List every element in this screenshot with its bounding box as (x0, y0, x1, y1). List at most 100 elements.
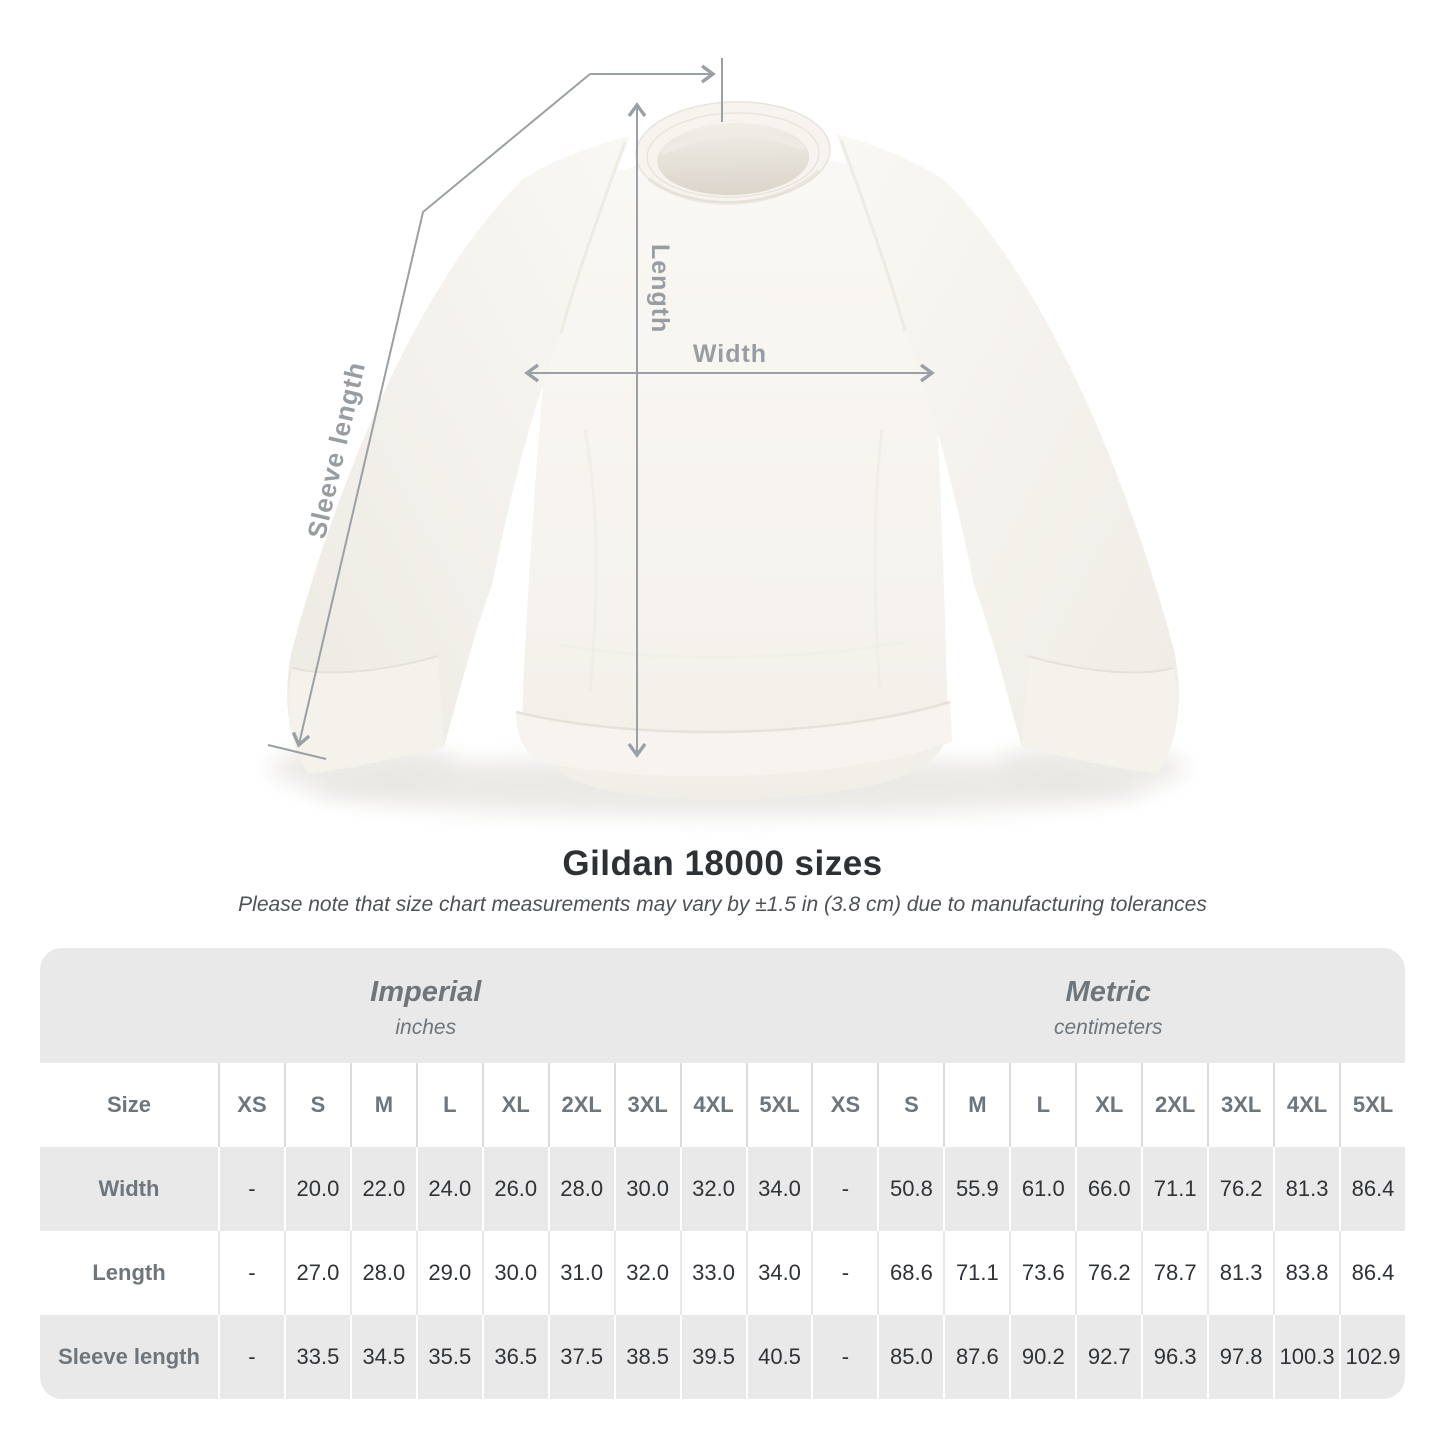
table-row-width: Width - 20.0 22.0 24.0 26.0 28.0 30.0 32… (40, 1147, 1405, 1231)
size-cell: 86.4 (1339, 1147, 1405, 1231)
size-cell: - (811, 1231, 877, 1315)
sweatshirt-right-cuff (1022, 656, 1178, 774)
table-row-sleeve-length: Sleeve length - 33.5 34.5 35.5 36.5 37.5… (40, 1315, 1405, 1399)
imperial-section-unit: inches (395, 1015, 457, 1039)
size-cell: 22.0 (349, 1147, 416, 1231)
size-cell: 34.0 (745, 1231, 812, 1315)
size-cell: 30.0 (613, 1147, 680, 1231)
size-cell: 102.9 (1339, 1315, 1405, 1399)
size-cell: 78.7 (1141, 1231, 1207, 1315)
size-col-header: 5XL (745, 1063, 812, 1147)
size-cell: 30.0 (481, 1231, 548, 1315)
size-cell: 85.0 (877, 1315, 943, 1399)
sweatshirt-collar (635, 101, 831, 205)
size-cell: 28.0 (349, 1231, 416, 1315)
title-block: Gildan 18000 sizes Please note that size… (0, 844, 1445, 917)
size-cell: 37.5 (547, 1315, 614, 1399)
row-label: Length (92, 1260, 166, 1285)
size-cell: - (218, 1147, 284, 1231)
size-cell: - (218, 1315, 284, 1399)
size-col-header: XL (1075, 1063, 1141, 1147)
size-cell: 26.0 (481, 1147, 548, 1231)
size-cell: 36.5 (481, 1315, 548, 1399)
size-col-header: XS (218, 1063, 284, 1147)
size-col-header: 3XL (613, 1063, 680, 1147)
size-cell: 76.2 (1207, 1147, 1273, 1231)
size-cell: - (811, 1315, 877, 1399)
size-cell: 100.3 (1273, 1315, 1339, 1399)
size-cell: 31.0 (547, 1231, 614, 1315)
size-cell: 32.0 (613, 1231, 680, 1315)
size-header: Size (106, 1092, 152, 1117)
size-col-header: 5XL (1339, 1063, 1405, 1147)
sweatshirt-hem-band (516, 702, 952, 777)
size-cell: 76.2 (1075, 1231, 1141, 1315)
size-cell: 50.8 (877, 1147, 943, 1231)
size-cell: 71.1 (943, 1231, 1009, 1315)
metric-section-unit: centimeters (1053, 1015, 1163, 1039)
size-cell: 87.6 (943, 1315, 1009, 1399)
metric-section-title: Metric (1065, 975, 1151, 1008)
size-cell: 81.3 (1273, 1147, 1339, 1231)
size-cell: 34.0 (745, 1147, 812, 1231)
size-cell: - (218, 1231, 284, 1315)
size-cell: - (811, 1147, 877, 1231)
size-cell: 96.3 (1141, 1315, 1207, 1399)
imperial-section-header: Imperial inches (40, 948, 812, 1063)
size-cell: 24.0 (415, 1147, 482, 1231)
table-header-row: Size XS S M L XL 2XL 3XL 4XL 5XL XS S M … (40, 1063, 1405, 1147)
table-row-length: Length - 27.0 28.0 29.0 30.0 31.0 32.0 3… (40, 1231, 1405, 1315)
size-col-header: 4XL (1273, 1063, 1339, 1147)
size-cell: 20.0 (283, 1147, 350, 1231)
size-cell: 35.5 (415, 1315, 482, 1399)
size-cell: 66.0 (1075, 1147, 1141, 1231)
size-cell: 28.0 (547, 1147, 614, 1231)
sweatshirt-size-diagram: Length Width Sleeve length (267, 58, 1185, 816)
sweatshirt (287, 101, 1179, 800)
size-cell: 71.1 (1141, 1147, 1207, 1231)
page-title: Gildan 18000 sizes (562, 844, 883, 883)
sweatshirt-left-cuff (288, 656, 444, 774)
size-cell: 40.5 (745, 1315, 812, 1399)
size-col-header: S (877, 1063, 943, 1147)
size-col-header: 2XL (547, 1063, 614, 1147)
size-cell: 34.5 (349, 1315, 416, 1399)
size-col-header: XS (811, 1063, 877, 1147)
sweatshirt-left-sleeve (287, 136, 630, 774)
size-cell: 32.0 (679, 1147, 746, 1231)
size-col-header: 4XL (679, 1063, 746, 1147)
page-subtitle: Please note that size chart measurements… (238, 893, 1207, 916)
width-label: Width (693, 340, 767, 368)
row-label: Width (98, 1176, 160, 1201)
size-cell: 97.8 (1207, 1315, 1273, 1399)
size-cell: 68.6 (877, 1231, 943, 1315)
size-cell: 55.9 (943, 1147, 1009, 1231)
size-col-header: XL (481, 1063, 548, 1147)
sleeve-end-tick (267, 744, 327, 760)
size-col-header: 3XL (1207, 1063, 1273, 1147)
size-col-header: L (415, 1063, 482, 1147)
unit-section-header: Imperial inches Metric centimeters (40, 948, 1405, 1063)
size-cell: 27.0 (283, 1231, 350, 1315)
size-cell: 29.0 (415, 1231, 482, 1315)
sweatshirt-right-sleeve (836, 134, 1179, 774)
size-cell: 92.7 (1075, 1315, 1141, 1399)
size-cell: 61.0 (1009, 1147, 1075, 1231)
measurement-lines (267, 58, 935, 760)
size-cell: 86.4 (1339, 1231, 1405, 1315)
metric-section-header: Metric centimeters (812, 948, 1406, 1063)
size-col-header: L (1009, 1063, 1075, 1147)
size-cell: 33.0 (679, 1231, 746, 1315)
size-col-header: M (943, 1063, 1009, 1147)
row-label: Sleeve length (58, 1344, 200, 1369)
size-cell: 73.6 (1009, 1231, 1075, 1315)
size-col-header: 2XL (1141, 1063, 1207, 1147)
size-cell: 83.8 (1273, 1231, 1339, 1315)
imperial-section-title: Imperial (370, 975, 482, 1008)
size-cell: 90.2 (1009, 1315, 1075, 1399)
size-cell: 39.5 (679, 1315, 746, 1399)
size-table: Imperial inches Metric centimeters Size … (40, 948, 1405, 1399)
size-cell: 38.5 (613, 1315, 680, 1399)
size-col-header: M (349, 1063, 416, 1147)
